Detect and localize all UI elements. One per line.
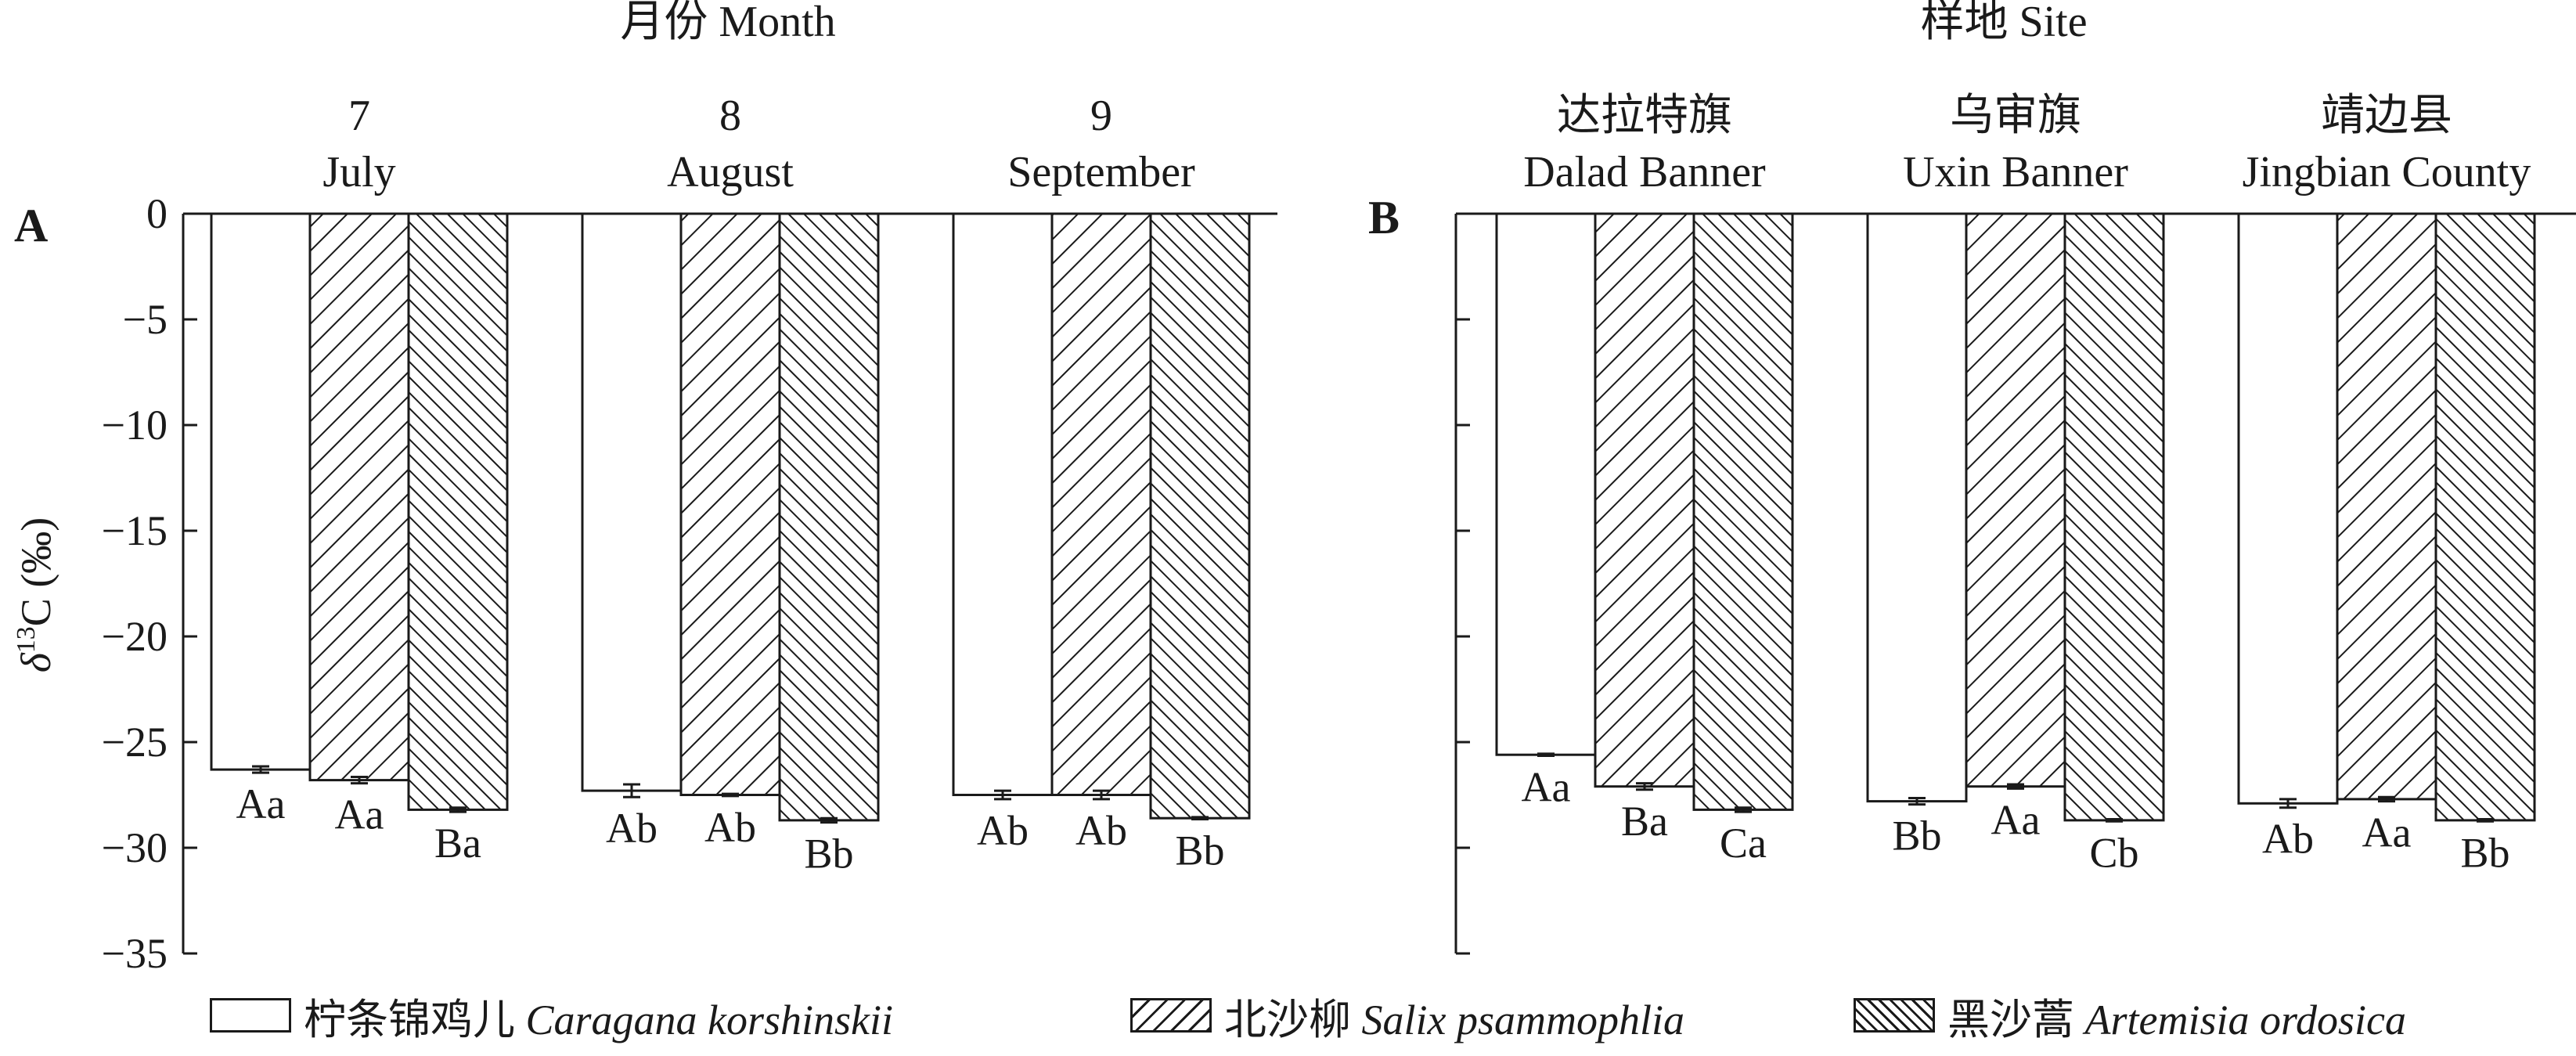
legend-swatch-forward-hatch: [1130, 998, 1212, 1033]
panel-a-significance-label: Ab: [977, 807, 1029, 854]
panel-a-y-tick-label: −15: [102, 507, 168, 554]
panel-b-bar-artemisia: [2063, 212, 2165, 822]
legend: 柠条锦鸡儿 Caragana korshinskii 北沙柳 Salix psa…: [0, 988, 2576, 1043]
panel-b-significance-label: Aa: [2362, 809, 2412, 856]
panel-b-significance-label: Ab: [2262, 816, 2314, 863]
legend-label-salix: 北沙柳 Salix psammophlia: [1224, 996, 1684, 1043]
panel-b-group-title: 样地 Site: [1920, 0, 2087, 46]
panel-b-bar-caragana: [1866, 212, 1968, 803]
panel-a-y-tick-label: −35: [102, 930, 168, 977]
panel-a-category-label-line1: 9: [1090, 92, 1112, 140]
panel-a-group-title: 月份 Month: [620, 0, 835, 46]
panel-a-significance-label: Ba: [434, 820, 481, 867]
panel-b-category-label-line1: 靖边县: [2321, 92, 2452, 140]
legend-label-artemisia: 黑沙蒿 Artemisia ordosica: [1947, 996, 2406, 1043]
panel-a-y-tick-label: −20: [102, 613, 168, 660]
legend-swatch-plain: [210, 998, 291, 1033]
panel-b-bar-salix: [1965, 212, 2066, 788]
legend-item-artemisia: 黑沙蒿 Artemisia ordosica: [1854, 988, 2406, 1043]
panel-a-y-tick-label: 0: [146, 190, 168, 237]
legend-item-caragana: 柠条锦鸡儿 Caragana korshinskii: [210, 988, 893, 1043]
panel-b-bar-caragana: [2237, 212, 2339, 805]
panel-a-bar-artemisia: [1149, 212, 1251, 820]
panel-a-category-label-line1: 7: [348, 92, 370, 140]
panel-b-category-label-line2: Dalad Banner: [1523, 148, 1766, 196]
panel-b-significance-label: Ca: [1720, 820, 1767, 867]
panel-a-bar-salix: [308, 212, 410, 782]
panel-a-bar-artemisia: [778, 212, 880, 822]
panel-a-significance-label: Bb: [1175, 827, 1224, 874]
panel-a-bar-salix: [679, 212, 781, 796]
panel-b-label: B: [1368, 192, 1400, 243]
panel-a-significance-label: Bb: [804, 831, 853, 878]
panel-a-plot: 0 −5 −10 −15 −20 −25 −30 −35 7 July Aa Aa Ba 8 August A…: [102, 92, 1277, 977]
panel-a-significance-label: Aa: [335, 791, 384, 838]
panel-a-significance-label: Aa: [236, 780, 286, 827]
y-axis-title: δ13C (‰): [12, 517, 59, 673]
panel-a-bar-artemisia: [407, 212, 509, 811]
panel-a-bar-caragana: [581, 212, 683, 792]
panel-a-bar-caragana: [210, 212, 312, 771]
panel-a-label: A: [14, 200, 48, 251]
panel-b-plot: 达拉特旗 Dalad Banner Aa Ba Ca 乌审旗 Uxin Banner Bb Aa…: [1454, 92, 2576, 955]
panel-b-category-label-line2: Uxin Banner: [1903, 148, 2128, 196]
panel-b-category-label-line1: 达拉特旗: [1557, 92, 1732, 140]
panel-b-category-label-line2: Jingbian County: [2243, 148, 2531, 196]
panel-b-significance-label: Bb: [1892, 813, 1941, 860]
panel-a-category-label-line2: September: [1007, 148, 1195, 196]
panel-a-category-label-line2: August: [667, 148, 794, 196]
panel-b-bar-salix: [2336, 212, 2437, 801]
panel-b-bar-salix: [1594, 212, 1695, 788]
panel-b-significance-label: Cb: [2089, 829, 2138, 876]
panel-a-y-tick-label: −10: [102, 402, 168, 449]
panel-a-bar-caragana: [952, 212, 1054, 796]
panel-b-significance-label: Bb: [2460, 829, 2509, 876]
panel-a-bar-salix: [1050, 212, 1152, 796]
legend-item-salix: 北沙柳 Salix psammophlia: [1130, 988, 1684, 1043]
panel-b-bar-artemisia: [1692, 212, 1794, 811]
legend-swatch-back-hatch: [1854, 998, 1935, 1033]
panel-b-bar-caragana: [1495, 212, 1597, 756]
panel-a-category-label-line1: 8: [719, 92, 741, 140]
panel-b-significance-label: Ba: [1621, 798, 1668, 845]
panel-a-significance-label: Ab: [704, 804, 756, 851]
panel-a-y-tick-label: −25: [102, 719, 168, 766]
panel-b-significance-label: Aa: [1991, 796, 2041, 843]
panel-a-y-tick-label: −30: [102, 824, 168, 871]
panel-b-category-label-line1: 乌审旗: [1950, 92, 2081, 140]
panel-b-significance-label: Aa: [1522, 764, 1571, 811]
panel-a-significance-label: Ab: [1075, 807, 1127, 854]
panel-a-category-label-line2: July: [322, 148, 395, 196]
legend-label-caragana: 柠条锦鸡儿 Caragana korshinskii: [304, 996, 894, 1043]
panel-b-bar-artemisia: [2434, 212, 2536, 822]
panel-a-significance-label: Ab: [606, 805, 658, 852]
panel-a-y-tick-label: −5: [123, 296, 168, 343]
